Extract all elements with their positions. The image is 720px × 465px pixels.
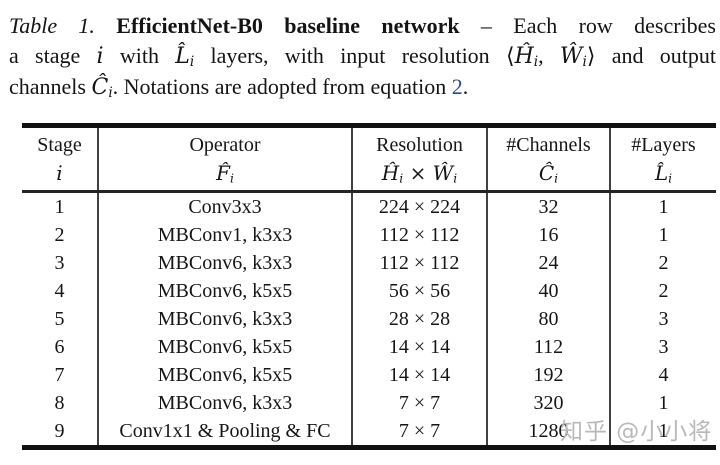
caption-text: EfficientNet-B0 baseline network	[116, 13, 460, 38]
column-symbol: L̂i	[654, 161, 673, 186]
cell-r3-c1: 3	[54, 252, 65, 274]
cell-r7-c3: 14 × 14	[351, 361, 487, 389]
zhihu-watermark: 知乎 @小小将	[560, 419, 713, 445]
table-row-stage-8: 8 MBConv6, k3x3 7 × 7 320 1	[22, 389, 716, 417]
caption-text: L̂i	[175, 44, 195, 70]
cell-r9-c4: 1280	[486, 417, 610, 448]
caption-text: ⟨	[505, 44, 515, 69]
cell-r7-c2: MBConv6, k5x5	[97, 361, 352, 389]
caption-text: – Each row describes	[459, 13, 716, 38]
table-row-stage-4: 4 MBConv6, k5x5 56 × 56 40 2	[22, 277, 716, 305]
column-header-channels: #Channels Ĉi	[486, 125, 610, 193]
cell-r8-c3: 7 × 7	[351, 389, 487, 417]
column-label: Stage	[37, 134, 82, 156]
cell-r5-c1: 5	[54, 308, 65, 330]
caption-text: Ĉi	[91, 75, 113, 101]
header-row: Stage i Operator F̂i Resolution Ĥi × Ŵi #Chann…	[22, 125, 716, 193]
caption-text: channels	[9, 74, 92, 99]
cell-r8-c2: MBConv6, k3x3	[97, 389, 352, 417]
cell-r3-c2: MBConv6, k3x3	[97, 249, 352, 277]
cell-r8-c1: 8	[54, 392, 65, 414]
cell-r2-c1: 2	[54, 224, 65, 246]
cell-r6-c5: 3	[609, 333, 716, 361]
cell-r5-c2: MBConv6, k3x3	[97, 305, 352, 333]
table-body: 1 Conv3x3 224 × 224 32 1 2 MBConv1, k3x3 112 × …	[22, 191, 716, 448]
caption-text: . Notations are adopted from equation	[112, 74, 452, 99]
table-row-stage-6: 6 MBConv6, k5x5 14 × 14 112 3	[22, 333, 716, 361]
cell-r4-c2: MBConv6, k5x5	[97, 277, 352, 305]
cell-r2-c3: 112 × 112	[351, 221, 487, 249]
cell-r8-c5: 1	[609, 389, 716, 417]
column-header-resolution: Resolution Ĥi × Ŵi	[351, 125, 487, 193]
column-header-operator: Operator F̂i	[97, 125, 352, 193]
cell-r9-c3: 7 × 7	[351, 417, 487, 448]
table-row-stage-9: 9 Conv1x1 & Pooling & FC 7 × 7 1280 1	[22, 417, 716, 448]
column-header-layers: #Layers L̂i	[609, 125, 716, 193]
cell-r6-c4: 112	[486, 333, 610, 361]
table-header: Stage i Operator F̂i Resolution Ĥi × Ŵi #Chann…	[22, 125, 716, 193]
cell-r4-c3: 56 × 56	[351, 277, 487, 305]
cell-r7-c4: 192	[486, 361, 610, 389]
table-row-stage-2: 2 MBConv1, k3x3 112 × 112 16 1	[22, 221, 716, 249]
cell-r7-c5: 4	[609, 361, 716, 389]
efficientnet-b0-table: Stage i Operator F̂i Resolution Ĥi × Ŵi #Chann…	[22, 123, 716, 450]
column-symbol: Ĉi	[538, 161, 559, 186]
cell-r1-c4: 32	[486, 191, 610, 221]
cell-r4-c1: 4	[54, 280, 65, 302]
cell-r8-c4: 320	[486, 389, 610, 417]
cell-r2-c2: MBConv1, k3x3	[97, 221, 352, 249]
caption-text: with	[103, 43, 176, 68]
caption-text: .	[462, 74, 469, 99]
caption-text: ⟩	[586, 44, 596, 69]
cell-r3-c4: 24	[486, 249, 610, 277]
cell-r9-c1: 9	[54, 420, 65, 442]
table-row-stage-7: 7 MBConv6, k5x5 14 × 14 192 4	[22, 361, 716, 389]
cell-r1-c2: Conv3x3	[97, 191, 352, 221]
cell-r1-c5: 1	[609, 191, 716, 221]
caption-line-2: a stage i with L̂i layers, with input re…	[9, 41, 716, 72]
table-row-stage-5: 5 MBConv6, k3x3 28 × 28 80 3	[22, 305, 716, 333]
caption-text: ,	[538, 43, 560, 68]
caption-text: Ĥi	[514, 44, 539, 70]
caption-line-3: channels Ĉi. Notations are adopted from …	[9, 72, 716, 103]
caption-text	[95, 13, 116, 38]
table-row-stage-3: 3 MBConv6, k3x3 112 × 112 24 2	[22, 249, 716, 277]
cell-r3-c3: 112 × 112	[351, 249, 487, 277]
caption-text: layers, with input resolution	[194, 43, 506, 68]
column-symbol: Ĥi × Ŵi	[381, 161, 458, 186]
table-row-stage-1: 1 Conv3x3 224 × 224 32 1	[22, 191, 716, 221]
column-label: Resolution	[376, 134, 463, 156]
cell-r7-c1: 7	[54, 364, 65, 386]
column-label: #Layers	[631, 134, 696, 156]
cell-r4-c5: 2	[609, 277, 716, 305]
caption-text: Ŵi	[559, 44, 587, 70]
cell-r5-c4: 80	[486, 305, 610, 333]
cell-r1-c1: 1	[54, 196, 65, 218]
column-label: Operator	[189, 134, 261, 156]
column-symbol: i	[56, 161, 63, 185]
caption-text: i	[96, 44, 104, 69]
caption-text: a stage	[9, 43, 97, 68]
cell-r3-c5: 2	[609, 249, 716, 277]
caption-text: Table 1.	[9, 13, 95, 38]
column-symbol: F̂i	[216, 161, 234, 186]
column-header-stage: Stage i	[22, 125, 98, 193]
caption-text: and output	[595, 43, 717, 68]
cell-r2-c5: 1	[609, 221, 716, 249]
cell-r9-c5: 1	[609, 417, 716, 448]
cell-r5-c3: 28 × 28	[351, 305, 487, 333]
cell-r9-c2: Conv1x1 & Pooling & FC	[97, 417, 352, 448]
caption-line-1: Table 1. EfficientNet-B0 baseline networ…	[9, 11, 716, 41]
equation-2-link[interactable]: 2	[451, 74, 463, 99]
cell-r6-c3: 14 × 14	[351, 333, 487, 361]
cell-r1-c3: 224 × 224	[351, 191, 487, 221]
cell-r6-c2: MBConv6, k5x5	[97, 333, 352, 361]
cell-r5-c5: 3	[609, 305, 716, 333]
cell-r2-c4: 16	[486, 221, 610, 249]
column-label: #Channels	[506, 134, 591, 156]
cell-r4-c4: 40	[486, 277, 610, 305]
cell-r6-c1: 6	[54, 336, 65, 358]
table-caption: Table 1. EfficientNet-B0 baseline networ…	[9, 11, 716, 103]
